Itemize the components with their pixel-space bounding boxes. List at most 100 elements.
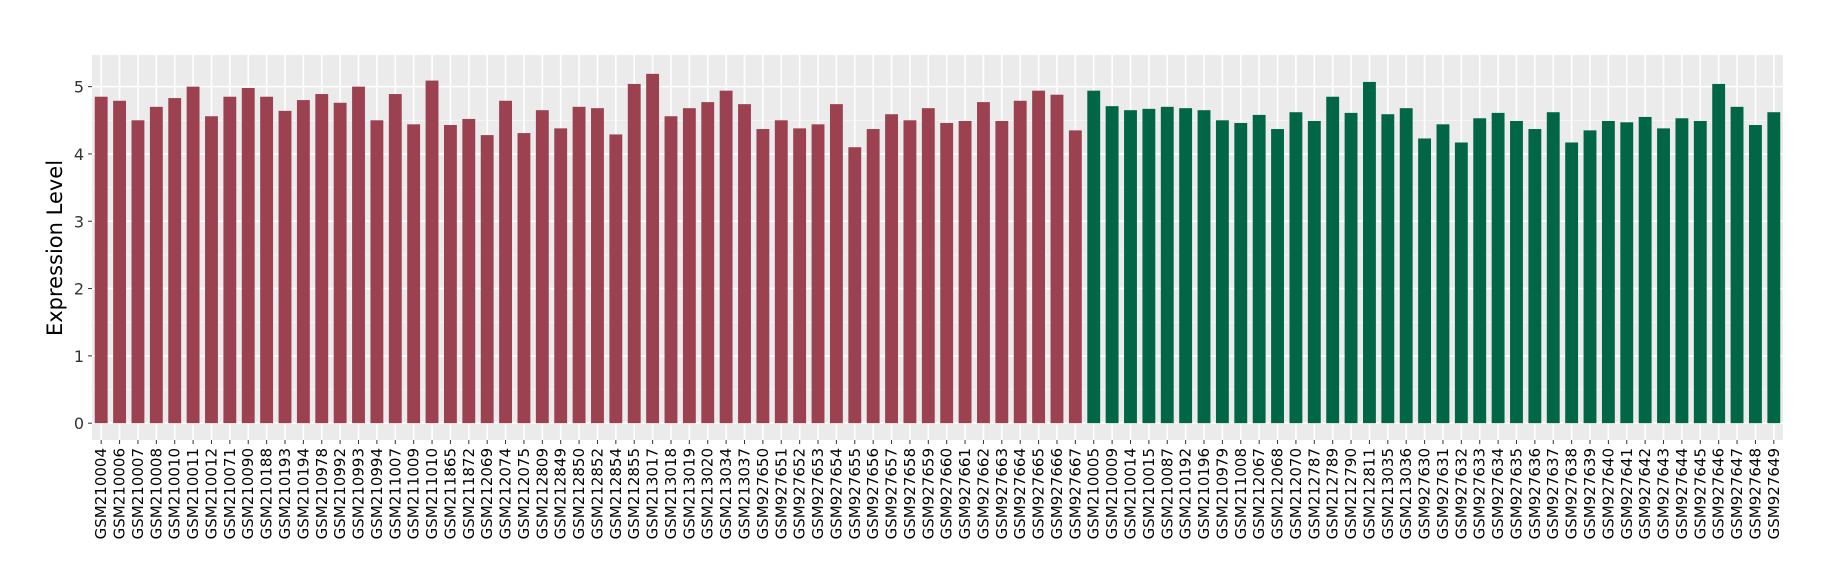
x-tick-label: GSM211865 — [441, 448, 459, 539]
x-tick-label: GSM212070 — [1287, 448, 1305, 539]
x-tick-label: GSM927643 — [1655, 448, 1673, 539]
bar-GSM927655 — [848, 147, 862, 424]
x-tick-label: GSM212855 — [625, 448, 643, 539]
bar-GSM927648 — [1748, 125, 1762, 424]
x-tick-label: GSM927635 — [1507, 448, 1525, 539]
bar-GSM213035 — [1381, 114, 1395, 424]
x-tick-label: GSM927646 — [1710, 448, 1728, 539]
x-tick-label: GSM927658 — [901, 448, 919, 539]
x-tick-label: GSM211007 — [386, 448, 404, 539]
bar-GSM210014 — [1124, 110, 1137, 424]
x-tick-label: GSM927652 — [791, 448, 809, 539]
bar-GSM212811 — [1363, 81, 1376, 424]
bar-GSM927667 — [1068, 130, 1082, 424]
bar-GSM212069 — [480, 135, 494, 424]
bar-GSM927631 — [1436, 124, 1450, 424]
x-tick-label: GSM211009 — [405, 448, 423, 539]
bar-GSM927636 — [1528, 129, 1542, 424]
bar-GSM212852 — [591, 108, 604, 424]
bar-GSM210188 — [260, 96, 274, 424]
bar-GSM927651 — [774, 120, 788, 424]
x-tick-label: GSM927645 — [1691, 448, 1709, 539]
x-tick-label: GSM927651 — [772, 448, 790, 539]
y-tick-label: 5 — [74, 78, 84, 97]
x-tick-label: GSM212075 — [515, 448, 533, 539]
bar-GSM210192 — [1179, 108, 1193, 424]
bar-GSM927634 — [1491, 112, 1505, 424]
bar-GSM210006 — [113, 100, 127, 424]
x-tick-label: GSM213020 — [699, 448, 717, 539]
bar-GSM927656 — [866, 129, 880, 424]
bar-GSM927662 — [977, 102, 990, 424]
bar-GSM210992 — [333, 102, 347, 424]
bar-GSM212067 — [1252, 114, 1266, 424]
x-tick-label: GSM211008 — [1232, 448, 1250, 539]
x-tick-label: GSM212809 — [533, 448, 551, 539]
bar-GSM927663 — [995, 120, 1009, 424]
x-tick-label: GSM210005 — [1085, 448, 1103, 539]
bar-GSM927665 — [1032, 90, 1046, 424]
bar-GSM927632 — [1454, 142, 1468, 424]
bar-GSM210193 — [278, 110, 292, 424]
x-tick-label: GSM210188 — [258, 448, 276, 539]
bar-GSM927653 — [811, 124, 825, 424]
x-tick-label: GSM210978 — [313, 448, 331, 539]
x-tick-label: GSM213036 — [1397, 448, 1415, 539]
x-tick-label: GSM210993 — [350, 448, 368, 539]
bar-GSM927638 — [1565, 142, 1579, 424]
x-tick-label: GSM927634 — [1489, 448, 1507, 539]
bar-GSM210008 — [149, 106, 163, 424]
x-tick-label: GSM211010 — [423, 448, 441, 539]
bar-GSM212790 — [1344, 112, 1358, 424]
x-tick-label: GSM927644 — [1673, 448, 1691, 539]
bar-GSM212789 — [1326, 96, 1340, 424]
bar-GSM211009 — [407, 124, 421, 424]
bar-GSM213019 — [682, 108, 696, 424]
bar-GSM213020 — [701, 102, 715, 424]
bar-GSM211872 — [462, 118, 476, 424]
bar-GSM210071 — [223, 96, 237, 424]
bar-GSM210196 — [1197, 110, 1211, 424]
bar-GSM210978 — [315, 94, 329, 424]
bar-GSM927659 — [921, 108, 935, 424]
bar-GSM212850 — [572, 106, 586, 424]
bar-GSM927658 — [903, 120, 917, 424]
x-tick-label: GSM927656 — [864, 448, 882, 539]
x-tick-label: GSM212790 — [1342, 448, 1360, 539]
x-tick-label: GSM213035 — [1379, 448, 1397, 539]
x-tick-label: GSM927666 — [1048, 448, 1066, 539]
x-tick-label: GSM213018 — [662, 448, 680, 539]
bar-GSM210994 — [370, 120, 384, 424]
bar-GSM927661 — [958, 120, 972, 424]
y-tick-label: 4 — [74, 145, 84, 164]
x-tick-label: GSM927649 — [1765, 448, 1783, 539]
x-tick-label: GSM927631 — [1434, 448, 1452, 539]
bar-GSM927644 — [1675, 118, 1689, 424]
x-tick-label: GSM210090 — [239, 448, 257, 539]
bar-GSM210009 — [1105, 106, 1119, 424]
bar-GSM927657 — [885, 114, 898, 424]
x-tick-label: GSM213034 — [717, 448, 735, 539]
x-tick-label: GSM927648 — [1746, 448, 1764, 539]
bar-GSM211008 — [1234, 122, 1248, 424]
bar-GSM210011 — [186, 86, 200, 424]
x-tick-label: GSM927640 — [1599, 448, 1617, 539]
x-tick-label: GSM210992 — [331, 448, 349, 539]
x-tick-label: GSM210979 — [1213, 448, 1231, 539]
x-tick-label: GSM213037 — [736, 448, 754, 539]
x-tick-label: GSM210994 — [368, 448, 386, 539]
bar-GSM927664 — [1013, 100, 1027, 424]
x-tick-label: GSM210194 — [294, 448, 312, 539]
x-tick-label: GSM927663 — [993, 448, 1011, 539]
bar-GSM927647 — [1730, 106, 1744, 424]
bar-GSM210087 — [1160, 106, 1174, 424]
bar-GSM212854 — [609, 134, 623, 424]
x-tick-label: GSM212854 — [607, 448, 625, 539]
x-tick-label: GSM927659 — [919, 448, 937, 539]
bar-GSM212849 — [554, 128, 568, 424]
bar-GSM927642 — [1638, 116, 1652, 424]
bar-GSM927666 — [1050, 94, 1064, 424]
bar-GSM210004 — [94, 96, 108, 424]
bar-GSM927637 — [1546, 112, 1560, 424]
x-tick-label: GSM212787 — [1305, 448, 1323, 539]
